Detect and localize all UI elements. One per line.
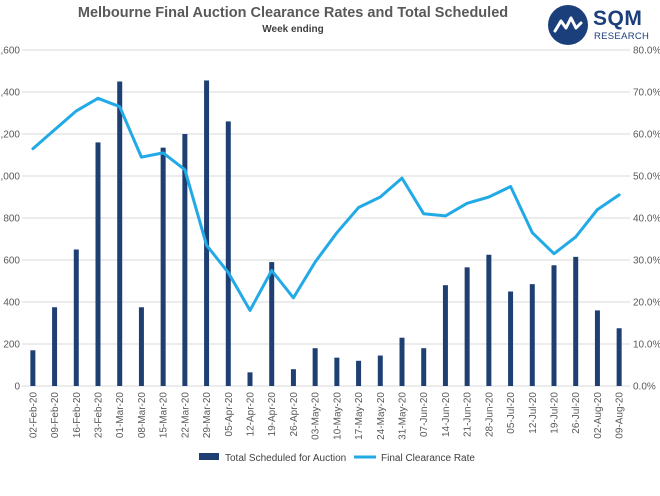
line-series	[31, 96, 621, 312]
right-axis-tick-label: 80.0%	[633, 46, 660, 57]
x-axis-tick-label: 05-Apr-20	[224, 392, 235, 437]
bar	[117, 81, 123, 386]
x-axis-tick-label: 19-Apr-20	[267, 392, 278, 437]
left-axis-tick-label: 800	[3, 214, 20, 225]
bar	[464, 267, 470, 386]
x-axis-tick-label: 19-Jul-20	[550, 392, 561, 434]
left-axis-tick-label: 0	[14, 382, 20, 393]
x-axis-tick-label: 16-Feb-20	[72, 392, 83, 439]
right-axis-tick-label: 70.0%	[633, 88, 660, 99]
bar	[399, 337, 405, 386]
legend-label-line: Final Clearance Rate	[381, 453, 475, 464]
sqm-research-logo: SQM RESEARCH	[548, 5, 660, 47]
x-axis-tick-label: 31-May-20	[398, 392, 409, 440]
x-axis-tick-labels: 02-Feb-20 09-Feb-20 16-Feb-20 23-Feb-20 01-M…	[28, 392, 625, 440]
bar	[182, 134, 188, 386]
x-axis-tick-label: 09-Feb-20	[50, 392, 61, 439]
bar	[30, 350, 36, 386]
bar	[442, 285, 448, 386]
x-axis-tick-label: 26-Jul-20	[571, 392, 582, 434]
bar-series	[30, 80, 622, 387]
bar	[377, 355, 383, 386]
x-axis-tick-label: 29-Mar-20	[202, 392, 213, 439]
bar	[486, 254, 492, 386]
right-axis-tick-label: 50.0%	[633, 172, 660, 183]
bar	[73, 249, 79, 386]
x-axis-tick-label: 17-May-20	[354, 392, 365, 440]
x-axis-tick-label: 02-Aug-20	[593, 392, 604, 439]
x-axis-tick-label: 10-May-20	[332, 392, 343, 440]
right-axis-tick-label: 30.0%	[633, 256, 660, 267]
left-axis-tick-label: 1,600	[0, 46, 20, 57]
bar	[269, 262, 275, 386]
x-axis-tick-label: 07-Jun-20	[419, 392, 430, 437]
bar	[421, 348, 427, 386]
bar	[334, 357, 340, 386]
x-axis-tick-label: 08-Mar-20	[137, 392, 148, 439]
left-axis-ticks: 0 200 400 600 800 1,000 1,200 1,400 1,600	[0, 46, 20, 393]
bar	[616, 328, 622, 386]
x-axis-tick-label: 24-May-20	[376, 392, 387, 440]
x-axis-tick-label: 23-Feb-20	[94, 392, 105, 439]
left-axis-tick-label: 1,400	[0, 88, 20, 99]
legend: Total Scheduled for Auction Final Cleara…	[199, 453, 475, 464]
right-axis-tick-label: 20.0%	[633, 298, 660, 309]
x-axis-tick-label: 28-Jun-20	[484, 392, 495, 437]
x-axis-tick-label: 05-Jul-20	[506, 392, 517, 434]
x-axis-tick-label: 15-Mar-20	[159, 392, 170, 439]
right-axis-tick-label: 0.0%	[633, 382, 656, 393]
bar	[508, 291, 514, 386]
left-axis-tick-label: 600	[3, 256, 20, 267]
right-axis-tick-label: 40.0%	[633, 214, 660, 225]
bar	[312, 348, 318, 386]
left-axis-tick-label: 1,000	[0, 172, 20, 183]
logo-subtitle: RESEARCH	[594, 31, 650, 42]
x-axis-tick-label: 26-Apr-20	[289, 392, 300, 437]
left-axis-tick-label: 400	[3, 298, 20, 309]
x-axis-tick-label: 21-Jun-20	[463, 392, 474, 437]
left-axis-tick-label: 200	[3, 340, 20, 351]
right-axis-tick-label: 10.0%	[633, 340, 660, 351]
x-axis-tick-label: 12-Jul-20	[528, 392, 539, 434]
x-axis-tick-label: 02-Feb-20	[28, 392, 39, 439]
chart-title: Melbourne Final Auction Clearance Rates …	[77, 5, 509, 21]
x-axis-tick-label: 09-Aug-20	[615, 392, 626, 439]
bar	[138, 307, 144, 386]
x-axis-tick-label: 03-May-20	[311, 392, 322, 440]
bar	[160, 147, 166, 386]
bar	[52, 307, 58, 386]
x-axis-tick-label: 01-Mar-20	[115, 392, 126, 439]
logo-mountain-icon	[548, 5, 588, 45]
clearance-rate-line	[31, 96, 621, 312]
left-axis-tick-label: 1,200	[0, 130, 20, 141]
bar	[356, 360, 362, 386]
gridlines	[22, 49, 630, 387]
chart-subtitle: Week ending	[262, 24, 324, 35]
bar	[204, 80, 210, 386]
legend-swatch-bars	[199, 453, 219, 460]
logo-name: SQM	[593, 7, 643, 30]
x-axis-tick-label: 14-Jun-20	[441, 392, 452, 437]
legend-label-bars: Total Scheduled for Auction	[225, 453, 346, 464]
x-axis-tick-label: 22-Mar-20	[180, 392, 191, 439]
bar	[225, 121, 231, 387]
bar	[95, 142, 101, 386]
bar	[247, 372, 253, 386]
x-axis-tick-label: 12-Apr-20	[246, 392, 257, 437]
bar	[551, 265, 557, 386]
right-axis-tick-label: 60.0%	[633, 130, 660, 141]
bar	[594, 310, 600, 386]
bar	[529, 284, 535, 386]
bar	[290, 369, 296, 386]
right-axis-ticks: 0.0% 10.0% 20.0% 30.0% 40.0% 50.0% 60.0% 70.0% 8…	[633, 46, 660, 393]
bar	[573, 256, 579, 386]
